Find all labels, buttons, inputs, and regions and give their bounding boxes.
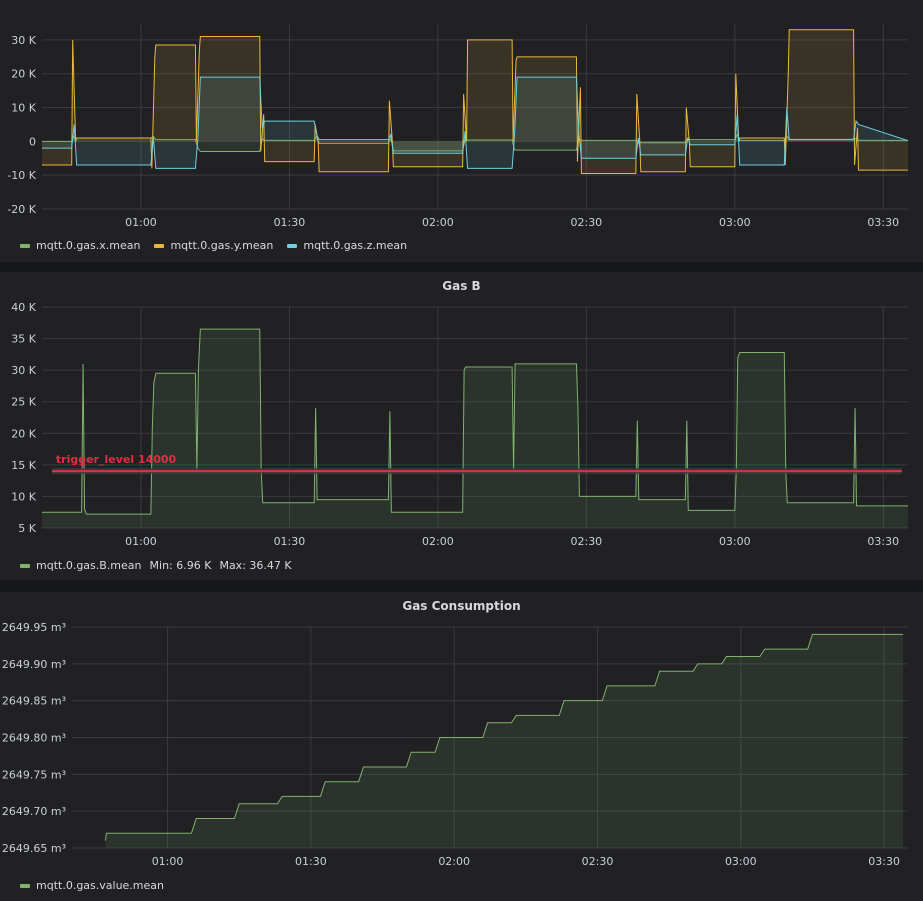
legend-label-x: mqtt.0.gas.x.mean xyxy=(36,239,141,252)
legend-label-y: mqtt.0.gas.y.mean xyxy=(170,239,274,252)
x-tick-label: 02:00 xyxy=(438,855,470,868)
x-tick-label: 02:00 xyxy=(422,216,454,229)
legend-swatch-z xyxy=(287,243,298,248)
y-tick-label: 0 xyxy=(29,135,36,148)
x-tick-label: 02:30 xyxy=(570,535,602,548)
y-tick-label: 40 K xyxy=(11,301,36,314)
y-tick-label: 20 K xyxy=(11,68,36,81)
legend-swatch-value xyxy=(20,883,30,888)
legend-max: Max: 36.47 K xyxy=(219,559,292,572)
series-line[interactable] xyxy=(42,328,908,515)
y-tick-label: 30 K xyxy=(11,34,36,47)
legend-label-b: mqtt.0.gas.B.mean xyxy=(36,559,142,572)
y-tick-label: 15 K xyxy=(11,459,36,472)
xyz-legend: mqtt.0.gas.x.mean mqtt.0.gas.y.mean mqtt… xyxy=(20,239,417,252)
x-tick-label: 03:00 xyxy=(719,535,751,548)
legend-item-value[interactable]: mqtt.0.gas.value.mean xyxy=(20,879,164,892)
series-area xyxy=(105,634,904,848)
x-tick-label: 02:00 xyxy=(422,535,454,548)
y-tick-label: -20 K xyxy=(7,203,36,216)
legend-label-value: mqtt.0.gas.value.mean xyxy=(36,879,165,892)
x-tick-label: 02:30 xyxy=(582,855,614,868)
y-tick-label: 30 K xyxy=(11,364,36,377)
xyz-chart: 30 K 20 K 10 K 0 -10 K -20 K 01:00 01:30 02:00 02… xyxy=(7,23,909,229)
panel-title[interactable]: Gas B xyxy=(442,279,481,293)
y-tick-label: 2649.95 m³ xyxy=(2,621,66,634)
y-tick-label: 20 K xyxy=(11,427,36,440)
x-tick-label: 01:00 xyxy=(152,855,184,868)
gas-b-chart: 40 K 35 K 30 K 25 K 20 K 15 K 10 K 5 K 01:00 01:3… xyxy=(11,301,908,548)
series-area xyxy=(42,329,908,528)
x-tick-label: 03:30 xyxy=(867,535,899,548)
x-tick-label: 03:30 xyxy=(868,855,900,868)
x-tick-label: 01:00 xyxy=(125,216,157,229)
y-tick-label: 2649.85 m³ xyxy=(2,695,66,708)
threshold-label: trigger_level 14000 xyxy=(56,453,177,466)
legend-item-z[interactable]: mqtt.0.gas.z.mean xyxy=(287,239,407,252)
x-tick-label: 03:30 xyxy=(867,216,899,229)
y-tick-label: 35 K xyxy=(11,333,36,346)
y-tick-label: 25 K xyxy=(11,396,36,409)
legend-min: Min: 6.96 K xyxy=(149,559,212,572)
y-tick-label: 2649.90 m³ xyxy=(2,658,66,671)
legend-item-x[interactable]: mqtt.0.gas.x.mean xyxy=(20,239,140,252)
series-area xyxy=(42,29,908,174)
y-tick-label: 5 K xyxy=(18,522,36,535)
x-tick-label: 03:00 xyxy=(719,216,751,229)
x-tick-label: 01:00 xyxy=(125,535,157,548)
gas-consumption-panel: Gas Consumption 2649.95 m³ 2649.90 m³ 2649… xyxy=(0,592,923,901)
x-tick-label: 01:30 xyxy=(295,855,327,868)
y-tick-label: 10 K xyxy=(11,490,36,503)
gas-consumption-chart: 2649.95 m³ 2649.90 m³ 2649.85 m³ 2649.80 m³… xyxy=(2,621,908,868)
series-area xyxy=(42,77,908,169)
series-line[interactable] xyxy=(42,76,909,169)
gas-consumption-legend: mqtt.0.gas.value.mean xyxy=(20,879,174,892)
gas-b-legend: mqtt.0.gas.B.mean Min: 6.96 K Max: 36.47… xyxy=(20,559,310,572)
xyz-panel: 30 K 20 K 10 K 0 -10 K -20 K 01:00 01:30 02:00 02… xyxy=(0,0,923,262)
y-tick-label: 2649.70 m³ xyxy=(2,805,66,818)
series-line[interactable] xyxy=(104,633,904,841)
legend-swatch-y xyxy=(154,243,165,248)
legend-swatch-x xyxy=(20,243,30,248)
gas-b-panel: Gas B 40 K 35 K 30 K 25 K 20 K 15 K 10 K 5 K 01:… xyxy=(0,272,923,580)
y-tick-label: 10 K xyxy=(11,102,36,115)
panel-title[interactable]: Gas Consumption xyxy=(402,599,521,613)
series-area xyxy=(42,134,908,152)
y-tick-label: 2649.75 m³ xyxy=(2,768,66,781)
series-line[interactable] xyxy=(42,29,908,174)
y-tick-label: 2649.65 m³ xyxy=(2,842,66,855)
legend-item-b[interactable]: mqtt.0.gas.B.mean Min: 6.96 K Max: 36.47… xyxy=(20,559,300,572)
y-tick-label: 2649.80 m³ xyxy=(2,732,66,745)
x-tick-label: 01:30 xyxy=(274,216,306,229)
x-tick-label: 02:30 xyxy=(570,216,602,229)
y-tick-label: -10 K xyxy=(7,169,36,182)
x-tick-label: 01:30 xyxy=(274,535,306,548)
legend-label-z: mqtt.0.gas.z.mean xyxy=(303,239,408,252)
legend-item-y[interactable]: mqtt.0.gas.y.mean xyxy=(154,239,273,252)
legend-swatch-b xyxy=(20,563,30,568)
x-tick-label: 03:00 xyxy=(725,855,757,868)
